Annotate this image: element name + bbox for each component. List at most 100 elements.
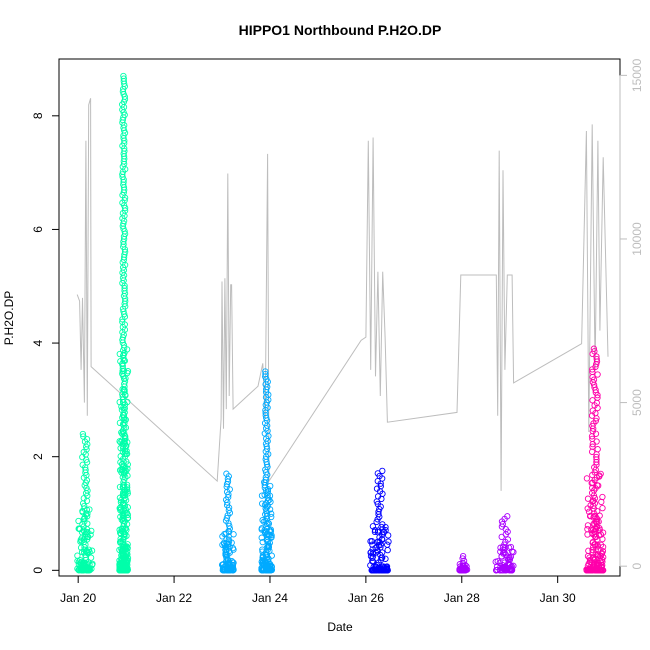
- data-point: [75, 517, 82, 525]
- y-tick-label: 2: [31, 453, 45, 460]
- data-point: [504, 513, 511, 520]
- data-point: [262, 368, 269, 375]
- data-point: [79, 430, 87, 438]
- y-tick-label: 4: [31, 339, 45, 346]
- data-point: [261, 501, 269, 508]
- data-point: [593, 474, 600, 481]
- data-point: [268, 534, 275, 541]
- data-point: [599, 504, 606, 512]
- y-tick-label: 0: [31, 567, 45, 574]
- data-point: [84, 513, 91, 520]
- data-point: [229, 544, 237, 552]
- data-point: [589, 435, 596, 443]
- y2-tick-label: 0: [630, 563, 644, 570]
- data-point: [585, 567, 593, 574]
- data-point: [382, 527, 389, 534]
- data-point: [88, 547, 96, 554]
- data-point: [262, 370, 269, 378]
- data-point: [384, 541, 391, 548]
- data-point: [589, 397, 596, 404]
- data-point: [593, 453, 600, 461]
- data-point: [77, 544, 85, 551]
- data-point: [375, 508, 382, 515]
- data-point: [119, 171, 126, 178]
- data-point: [123, 566, 130, 573]
- data-point: [599, 547, 607, 555]
- data-point: [591, 348, 598, 355]
- data-point: [369, 523, 377, 530]
- data-point: [369, 546, 376, 553]
- data-point: [599, 493, 606, 501]
- data-point: [225, 559, 233, 566]
- data-point: [226, 522, 233, 530]
- data-point: [367, 538, 374, 545]
- data-point: [508, 566, 516, 573]
- data-point: [498, 553, 505, 560]
- data-point: [592, 525, 599, 533]
- data-point: [590, 513, 598, 520]
- data-point: [593, 355, 600, 363]
- data-point: [588, 567, 596, 574]
- data-point: [584, 525, 591, 533]
- data-point: [121, 285, 128, 292]
- data-point: [584, 522, 592, 529]
- data-point: [496, 567, 504, 574]
- data-point: [589, 546, 596, 554]
- data-point: [594, 446, 601, 453]
- data-point: [598, 567, 606, 574]
- data-point: [119, 318, 126, 326]
- data-point: [82, 466, 89, 474]
- data-point: [120, 439, 127, 446]
- chart-title: HIPPO1 Northbound P.H2O.DP: [239, 22, 442, 38]
- data-point: [120, 72, 127, 80]
- data-point: [259, 500, 266, 507]
- data-point: [83, 459, 91, 466]
- y-tick-label: 6: [31, 226, 45, 233]
- x-tick-label: Jan 24: [252, 591, 288, 605]
- data-point: [81, 518, 88, 525]
- data-point: [223, 470, 230, 477]
- data-point: [121, 147, 128, 155]
- x-tick-label: Jan 22: [156, 591, 192, 605]
- data-point: [119, 549, 126, 556]
- data-point: [459, 555, 466, 562]
- y-tick-label: 8: [31, 112, 45, 119]
- data-point: [594, 371, 601, 378]
- data-point: [494, 558, 501, 565]
- data-point: [262, 409, 269, 416]
- data-point: [589, 368, 596, 376]
- data-point: [378, 523, 385, 531]
- x-tick-label: Jan 28: [444, 591, 480, 605]
- data-point: [586, 558, 594, 565]
- altitude-line: [76, 98, 609, 491]
- data-point: [258, 534, 265, 541]
- data-point: [266, 527, 274, 534]
- data-point: [219, 561, 226, 568]
- data-point: [459, 552, 467, 560]
- data-point: [379, 521, 386, 528]
- data-point: [259, 516, 266, 524]
- data-point: [598, 556, 606, 563]
- data-point: [120, 75, 127, 82]
- y2-tick-label: 5000: [630, 389, 644, 416]
- data-point: [588, 526, 595, 533]
- data-point: [585, 547, 592, 554]
- x-tick-label: Jan 30: [540, 591, 576, 605]
- data-point: [119, 499, 127, 507]
- data-point: [369, 541, 376, 548]
- data-point: [374, 528, 382, 536]
- data-point: [367, 562, 374, 569]
- data-point: [121, 197, 128, 204]
- data-point: [597, 552, 604, 559]
- data-point: [118, 429, 125, 436]
- data-point: [504, 536, 512, 543]
- data-point: [80, 433, 87, 440]
- data-point: [223, 514, 231, 522]
- data-point: [584, 495, 592, 502]
- x-tick-label: Jan 26: [348, 591, 384, 605]
- plot-area: [74, 72, 609, 574]
- y2-tick-label: 10000: [630, 222, 644, 256]
- data-point: [597, 541, 605, 549]
- data-point: [220, 566, 227, 573]
